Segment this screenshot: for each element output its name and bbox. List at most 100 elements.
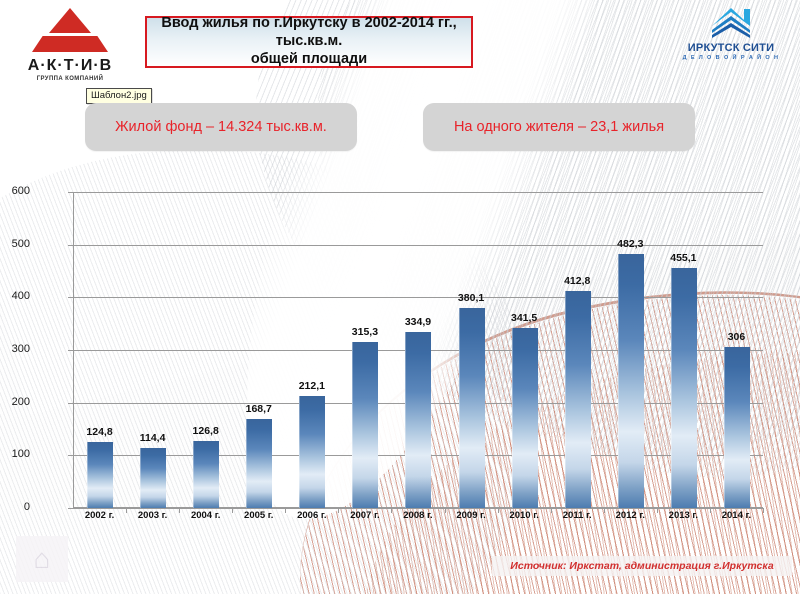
y-tick-label-0: 0 [23,501,30,513]
bars-group: 124,8 114,4 126,8 168,7 212,1 315,3 334,9 380,1… [73,192,763,508]
image-filename-tooltip: Шаблон2.jpg [86,88,152,104]
bar-slot: 126,8 [179,192,232,508]
y-tick-label-500: 500 [11,237,30,250]
bar-slot: 315,3 [338,192,391,508]
bar-2010г[interactable] [511,328,538,508]
y-tick-mark-200 [68,402,73,404]
y-tick-mark-400 [68,297,73,299]
y-tick-mark-100 [68,455,73,457]
bar-slot: 168,7 [232,192,285,508]
bar-value-label: 168,7 [245,403,272,416]
bar-value-label: 126,8 [192,425,219,438]
x-tick-label: 2006 г. [297,510,327,521]
bar-2014г[interactable] [723,346,750,508]
bar-value-label: 114,4 [139,431,166,444]
gridline-500 [73,244,763,246]
x-tick-separator [391,508,393,513]
bar-slot: 212,1 [285,192,338,508]
bar-slot: 455,1 [657,192,710,508]
gridline-600 [73,192,763,193]
x-tick-label: 2012 г. [615,510,645,521]
aktiv-trapezoid-icon [32,36,108,52]
bar-2008г[interactable] [405,331,432,508]
housing-bar-chart: 0 100 200 300 400 500 600 124,8 114,4 126,8 168,7… [0,178,800,538]
city-waves-icon [712,8,750,38]
x-tick-label: 2004 г. [190,510,221,521]
x-tick-label: 2009 г. [456,510,486,521]
x-tick-label: 2014 г. [721,510,752,521]
bar-slot: 380,1 [445,192,498,508]
aktiv-triangle-icon [49,8,91,33]
bar-2005г[interactable] [246,419,273,508]
x-tick-label: 2002 г. [84,510,115,521]
bar-2009г[interactable] [458,307,485,508]
bar-value-label: 212,1 [298,380,325,393]
slide-title-line2: общей площади [250,50,368,67]
aktiv-logo: А·К·Т·И·В ГРУППА КОМПАНИЙ [10,8,130,82]
y-tick-label-200: 200 [11,395,30,408]
bar-value-label: 124,8 [86,426,113,439]
callout-housing-fund: Жилой фонд – 14.324 тыс.кв.м. [85,103,357,151]
x-tick-label: 2013 г. [668,510,699,521]
y-tick-mark-500 [68,244,73,246]
bar-slot: 334,9 [391,192,444,508]
bar-2003г[interactable] [140,447,167,508]
irkutsk-city-logo: ИРКУТСК СИТИ Д Е Л О В О Й Р А Й О Н [676,6,786,72]
bar-slot: 114,4 [126,192,179,508]
bar-value-label: 482,3 [617,238,644,250]
x-tick-label: 2005 г. [244,510,274,521]
source-note: Источник: Иркстат, администрация г.Иркут… [492,556,792,576]
x-tick-separator [179,508,181,513]
x-tick-separator [497,508,499,513]
bar-2004г[interactable] [193,441,220,508]
irkutsk-city-word: ИРКУТСК СИТИ [687,42,775,54]
bar-2011г[interactable] [564,290,591,508]
slide-title: Ввод жилья по г.Иркутску в 2002-2014 гг.… [153,15,465,68]
irkutsk-city-subtitle: Д Е Л О В О Й Р А Й О Н [682,55,780,61]
x-tick-separator [656,508,658,513]
x-tick-label: 2010 г. [509,510,539,521]
x-tick-separator [709,508,711,513]
x-tick-separator [603,508,605,513]
bar-value-label: 306 [727,330,746,343]
bar-value-label: 412,8 [564,274,591,287]
bar-2013г[interactable] [670,268,697,508]
slide-title-box: Ввод жилья по г.Иркутску в 2002-2014 гг.… [145,15,473,68]
x-tick-label: 2011 г. [562,510,592,521]
y-tick-label-600: 600 [11,185,30,197]
gridline-0 [73,508,763,509]
bar-slot: 412,8 [551,192,604,508]
x-tick-label: 2007 г. [350,510,380,521]
bar-slot: 306 [710,192,763,508]
y-tick-label-400: 400 [11,290,30,303]
bar-slot: 482,3 [604,192,657,508]
x-tick-separator [763,508,764,513]
y-tick-mark-300 [68,350,73,351]
bar-2006г[interactable] [299,396,326,508]
bar-slot: 341,5 [498,192,551,508]
x-tick-separator [232,508,234,513]
x-tick-separator [126,508,128,513]
gridline-400 [73,297,763,299]
bar-value-label: 455,1 [670,252,697,265]
x-tick-separator [285,508,287,513]
bar-value-label: 315,3 [351,325,379,338]
house-icon: ⌂ [33,543,51,574]
bar-2007г[interactable] [352,341,379,508]
x-tick-separator [338,508,340,513]
x-tick-separator [444,508,446,513]
y-tick-label-300: 300 [11,343,30,355]
y-tick-mark-600 [68,192,73,193]
aktiv-logo-subtitle: ГРУППА КОМПАНИЙ [36,76,104,82]
aktiv-logo-word: А·К·Т·И·В [27,57,113,74]
x-tick-separator [550,508,552,513]
y-tick-label-100: 100 [11,448,30,461]
y-tick-mark-0 [68,508,73,509]
x-tick-label: 2003 г. [137,510,168,521]
bar-2012г[interactable] [617,254,644,508]
callout-per-resident: На одного жителя – 23,1 жилья [423,103,695,151]
chart-plot-area: 0 100 200 300 400 500 600 124,8 114,4 126,8 168,7… [12,185,764,521]
bar-value-label: 341,5 [511,312,538,325]
bar-2002г[interactable] [87,442,114,508]
